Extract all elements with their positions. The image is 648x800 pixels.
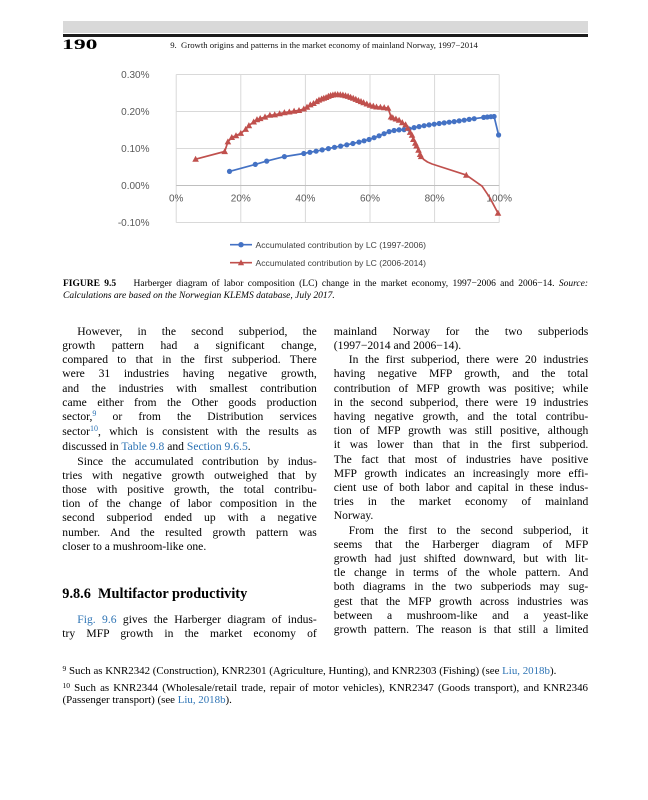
svg-text:100%: 100% [486, 194, 512, 205]
svg-text:0%: 0% [169, 194, 184, 205]
svg-text:Accumulated contribution by LC: Accumulated contribution by LC (1997-200… [256, 240, 427, 250]
svg-text:60%: 60% [360, 194, 380, 205]
svg-text:40%: 40% [295, 194, 315, 205]
svg-text:0.30%: 0.30% [121, 70, 149, 81]
svg-text:-0.10%: -0.10% [118, 218, 150, 229]
svg-text:20%: 20% [231, 194, 251, 205]
svg-text:0.20%: 0.20% [121, 107, 149, 118]
svg-text:0.00%: 0.00% [121, 181, 149, 192]
svg-text:80%: 80% [425, 194, 445, 205]
svg-text:0.10%: 0.10% [121, 144, 149, 155]
svg-text:Accumulated contribution by LC: Accumulated contribution by LC (2006-201… [256, 258, 427, 268]
